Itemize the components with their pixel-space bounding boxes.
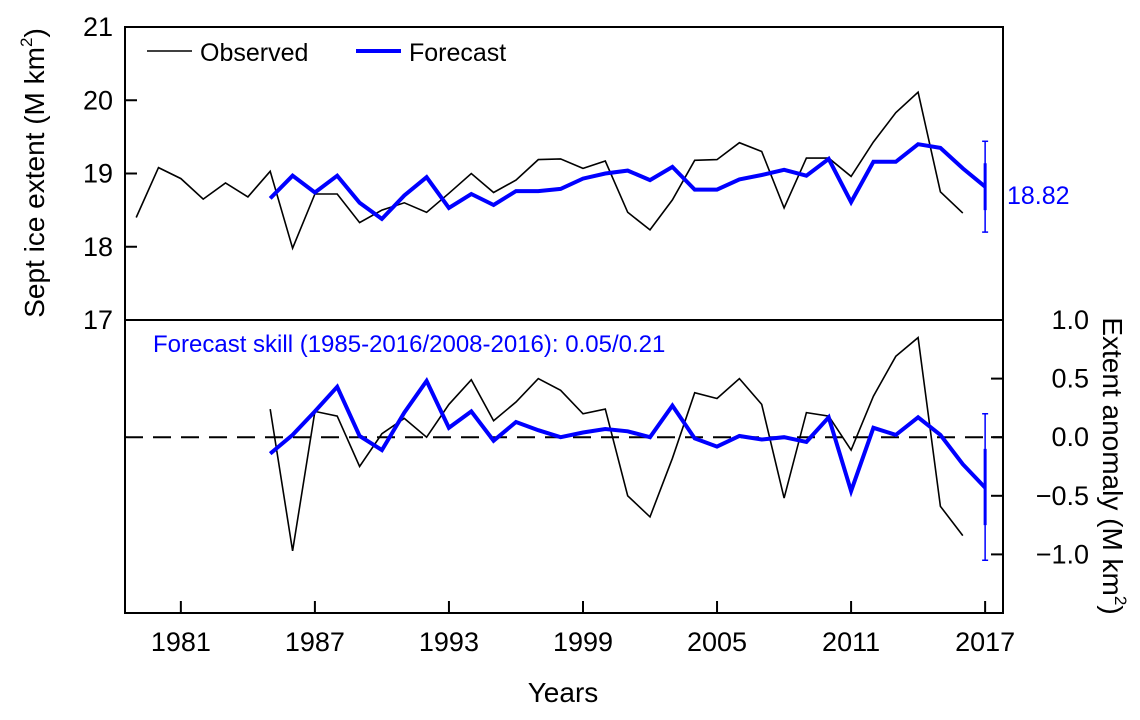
x-tick-label: 2011 xyxy=(822,627,880,657)
bottom-observed-line xyxy=(269,336,964,552)
legend-observed-label: Observed xyxy=(200,39,308,67)
bottom-y-axis: 1.0 0.5 0.0 −0.5 −1.0 xyxy=(991,305,1089,569)
top-y-tick-label: 17 xyxy=(83,305,113,335)
bottom-y-tick-label: 0.0 xyxy=(1051,422,1089,452)
top-observed-line xyxy=(135,90,964,251)
top-y-axis-label: Sept ice extent (M km2) xyxy=(17,28,50,318)
x-tick-label: 1993 xyxy=(419,627,479,657)
top-y-tick-label: 21 xyxy=(83,12,113,42)
x-tick-label: 1999 xyxy=(553,627,613,657)
bottom-plot-frame xyxy=(124,319,1004,614)
bottom-y-tick-label: −1.0 xyxy=(1036,539,1089,569)
x-axis: 1981 1987 1993 1999 2005 2011 2017 xyxy=(151,601,1015,657)
x-tick-label: 2005 xyxy=(687,627,747,657)
bottom-y-tick-label: 0.5 xyxy=(1051,364,1089,394)
top-y-tick-label: 18 xyxy=(83,232,113,262)
legend: Observed Forecast xyxy=(147,39,506,67)
top-forecast-line xyxy=(268,142,987,222)
x-tick-label: 1981 xyxy=(151,627,211,657)
bottom-y-axis-label: Extent anomaly (M km2) xyxy=(1097,317,1130,614)
top-y-tick-label: 19 xyxy=(83,159,113,189)
bottom-series-group xyxy=(268,336,989,562)
top-series-group xyxy=(135,90,989,251)
forecast-skill-annotation: Forecast skill (1985-2016/2008-2016): 0.… xyxy=(153,331,665,358)
forecast-value-label: 18.82 xyxy=(1007,182,1070,210)
bottom-forecast-line xyxy=(268,376,987,498)
x-tick-label: 2017 xyxy=(955,627,1015,657)
bottom-y-tick-label: −0.5 xyxy=(1036,481,1089,511)
x-tick-label: 1987 xyxy=(285,627,345,657)
top-y-tick-label: 20 xyxy=(83,85,113,115)
x-axis-label: Years xyxy=(528,677,599,708)
legend-forecast-label: Forecast xyxy=(409,39,506,67)
top-y-axis: 17 18 19 20 21 xyxy=(83,12,137,335)
bottom-y-tick-label: 1.0 xyxy=(1051,305,1089,335)
top-plot-frame xyxy=(124,26,1004,321)
